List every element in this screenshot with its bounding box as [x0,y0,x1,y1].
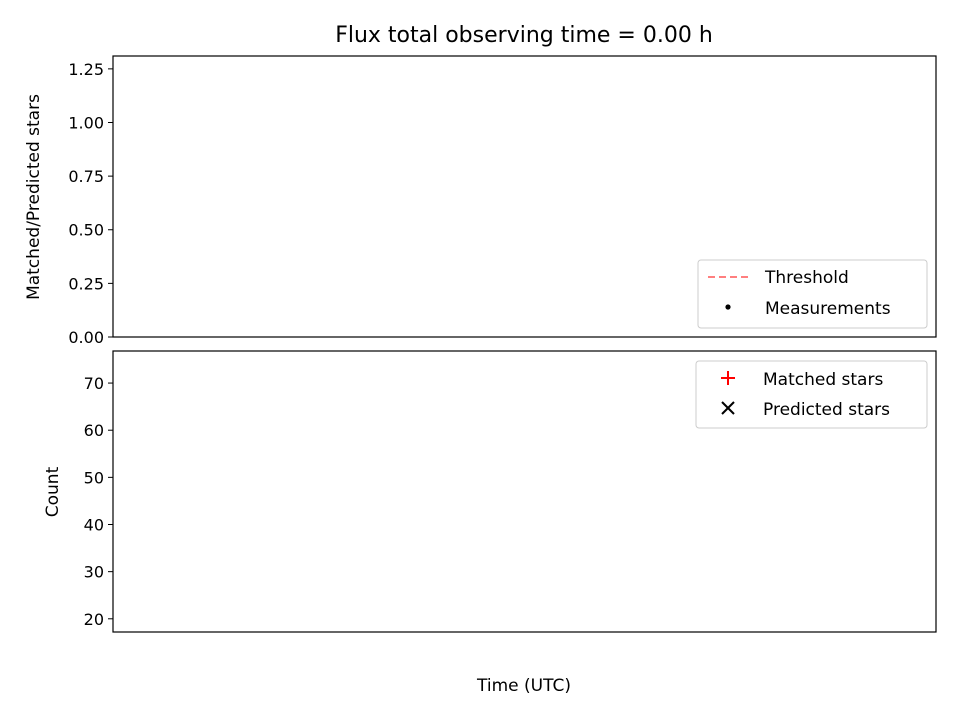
top-panel: 0.00 0.25 0.50 0.75 1.00 1.25 Matched/Predict… [24,55,937,347]
top-legend: Threshold Measurements [697,259,928,329]
bottom-y-tick-label: 60 [84,421,104,440]
bottom-y-tick-label: 50 [84,468,104,487]
measurements-legend-label: Measurements [765,299,891,319]
bottom-y-tick-label: 70 [84,374,104,393]
top-y-tick-label: 1.25 [68,60,104,79]
measurements-legend-swatch [725,304,731,310]
top-y-tick-label: 0.25 [68,274,104,293]
bottom-y-ticks: 20 30 40 50 60 70 [84,374,113,629]
bottom-y-tick-label: 40 [84,516,104,535]
bottom-y-tick-label: 20 [84,610,104,629]
figure-title: Flux total observing time = 0.00 h [335,23,713,48]
matched-legend-label: Matched stars [763,370,883,390]
top-y-tick-label: 0.50 [68,221,104,240]
bottom-y-tick-label: 30 [84,563,104,582]
threshold-legend-label: Threshold [764,268,849,288]
top-y-tick-label: 1.00 [68,113,104,132]
bottom-axes-frame [112,350,937,633]
top-y-tick-label: 0.00 [68,328,104,347]
top-y-axis-label: Matched/Predicted stars [24,94,44,300]
top-axes-frame [112,55,937,338]
top-y-tick-label: 0.75 [68,167,104,186]
predicted-legend-swatch [721,401,735,415]
predicted-legend-label: Predicted stars [763,400,890,420]
bottom-legend: Matched stars Predicted stars [695,360,928,429]
top-legend-box [697,259,928,329]
matched-legend-swatch [721,371,735,385]
top-y-ticks: 0.00 0.25 0.50 0.75 1.00 1.25 [68,60,113,347]
x-axis-label: Time (UTC) [476,676,571,696]
bottom-legend-box [695,360,928,429]
bottom-y-axis-label: Count [43,466,63,517]
